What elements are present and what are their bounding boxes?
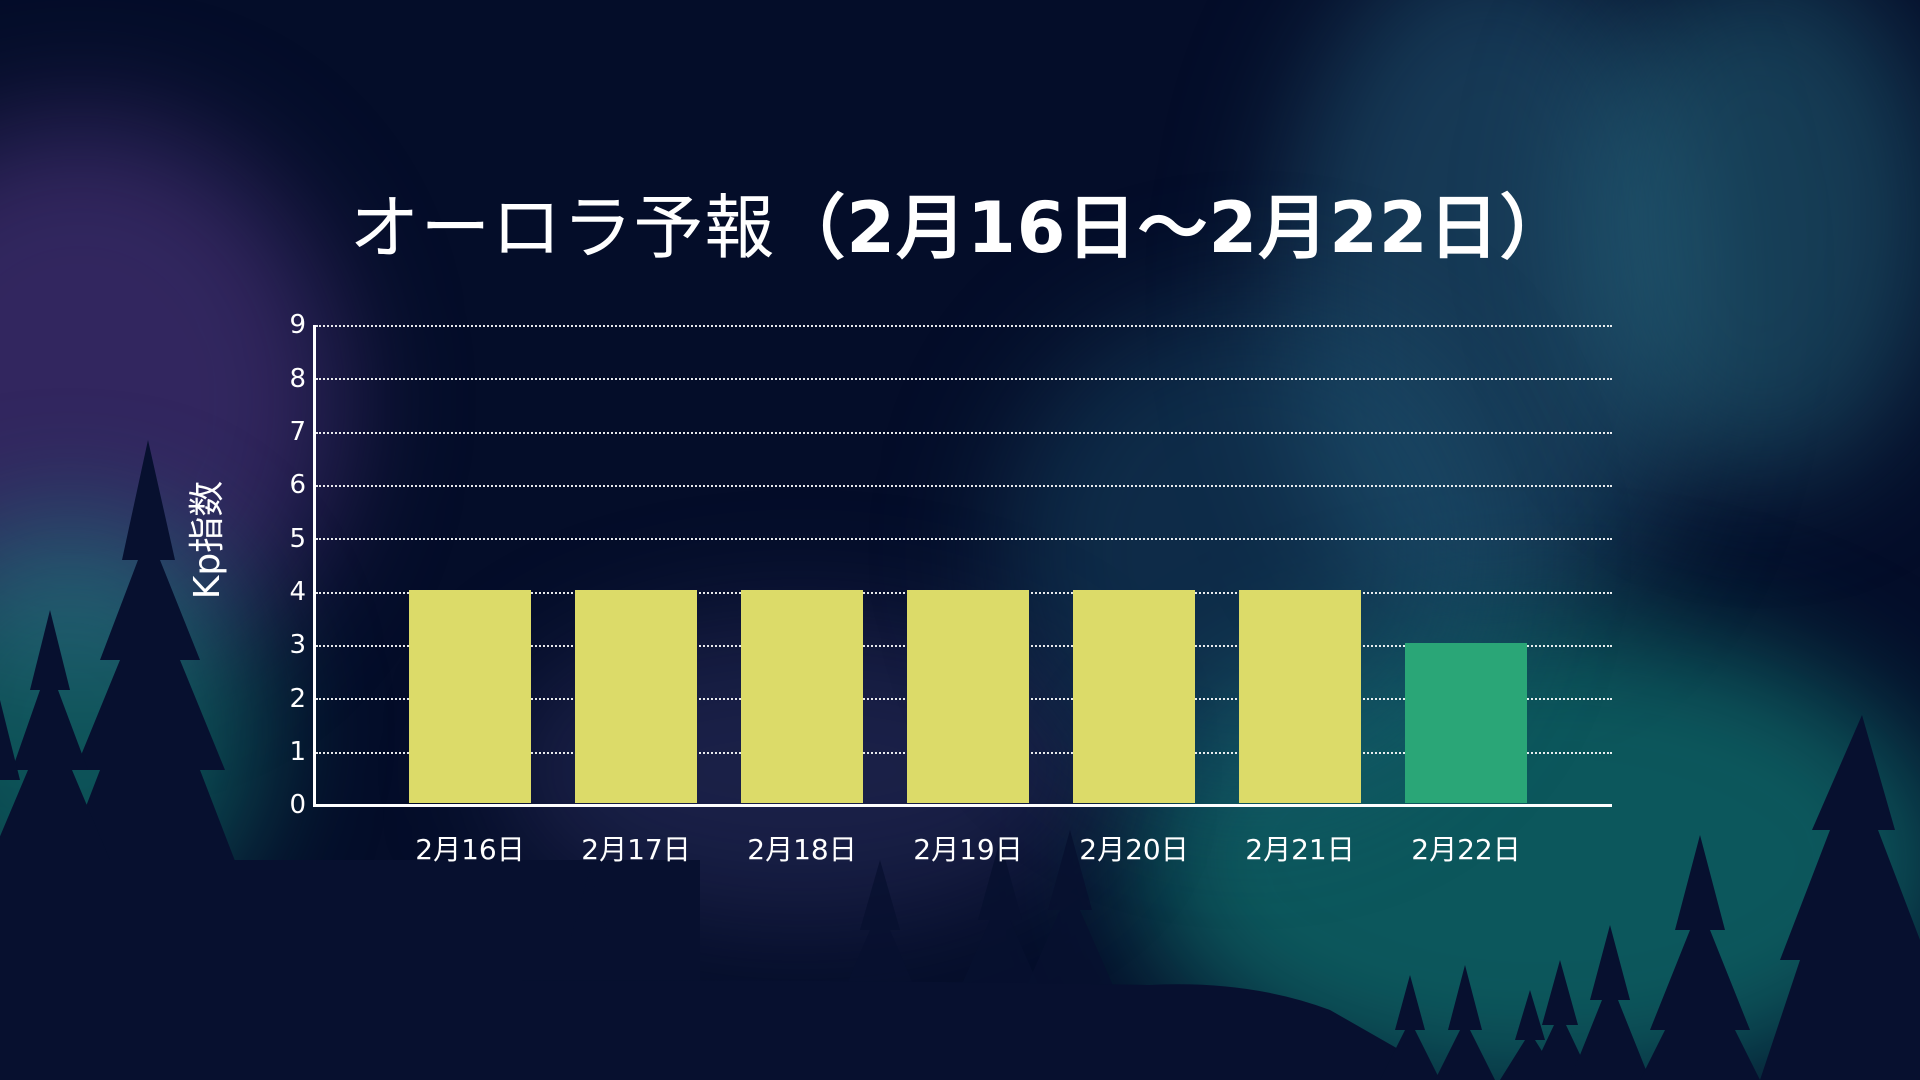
x-tick-label: 2月16日	[415, 833, 525, 866]
x-tick-label: 2月18日	[747, 833, 857, 866]
title-date-range: （2月16日〜2月22日）	[775, 187, 1571, 269]
title-main: オーロラ予報	[349, 187, 776, 269]
x-tick-label: 2月20日	[1079, 833, 1189, 866]
bar-5	[1073, 590, 1195, 803]
x-tick-label: 2月22日	[1411, 833, 1521, 866]
y-tick-8: 8	[289, 364, 306, 394]
bar-1	[409, 590, 531, 803]
x-tick-label: 2月21日	[1245, 833, 1355, 866]
y-tick-0: 0	[289, 790, 306, 820]
bar-2	[575, 590, 697, 803]
y-axis-line	[313, 325, 316, 807]
bar-4	[907, 590, 1029, 803]
blue-aurora-glow	[1280, 0, 1700, 640]
chart-title: オーロラ予報（2月16日〜2月22日）	[0, 172, 1920, 273]
gridline-9	[316, 325, 1612, 327]
x-tick-label: 2月19日	[913, 833, 1023, 866]
y-tick-2: 2	[289, 684, 306, 714]
gridline-6	[316, 485, 1612, 487]
gridline-7	[316, 432, 1612, 434]
bar-6	[1239, 590, 1361, 803]
y-tick-6: 6	[289, 470, 306, 500]
y-tick-9: 9	[289, 310, 306, 340]
y-tick-5: 5	[289, 524, 306, 554]
bar-3	[741, 590, 863, 803]
x-axis-line	[313, 804, 1612, 807]
gridline-5	[316, 538, 1612, 540]
plot-area	[313, 325, 1612, 807]
y-tick-1: 1	[289, 737, 306, 767]
gridline-8	[316, 378, 1612, 380]
y-tick-7: 7	[289, 417, 306, 447]
bar-7	[1405, 643, 1527, 803]
blue-aurora-glow-right	[1580, 0, 1920, 480]
y-tick-3: 3	[289, 630, 306, 660]
x-tick-label: 2月17日	[581, 833, 691, 866]
y-axis-label: Kp指数	[187, 480, 228, 600]
y-tick-4: 4	[289, 577, 306, 607]
